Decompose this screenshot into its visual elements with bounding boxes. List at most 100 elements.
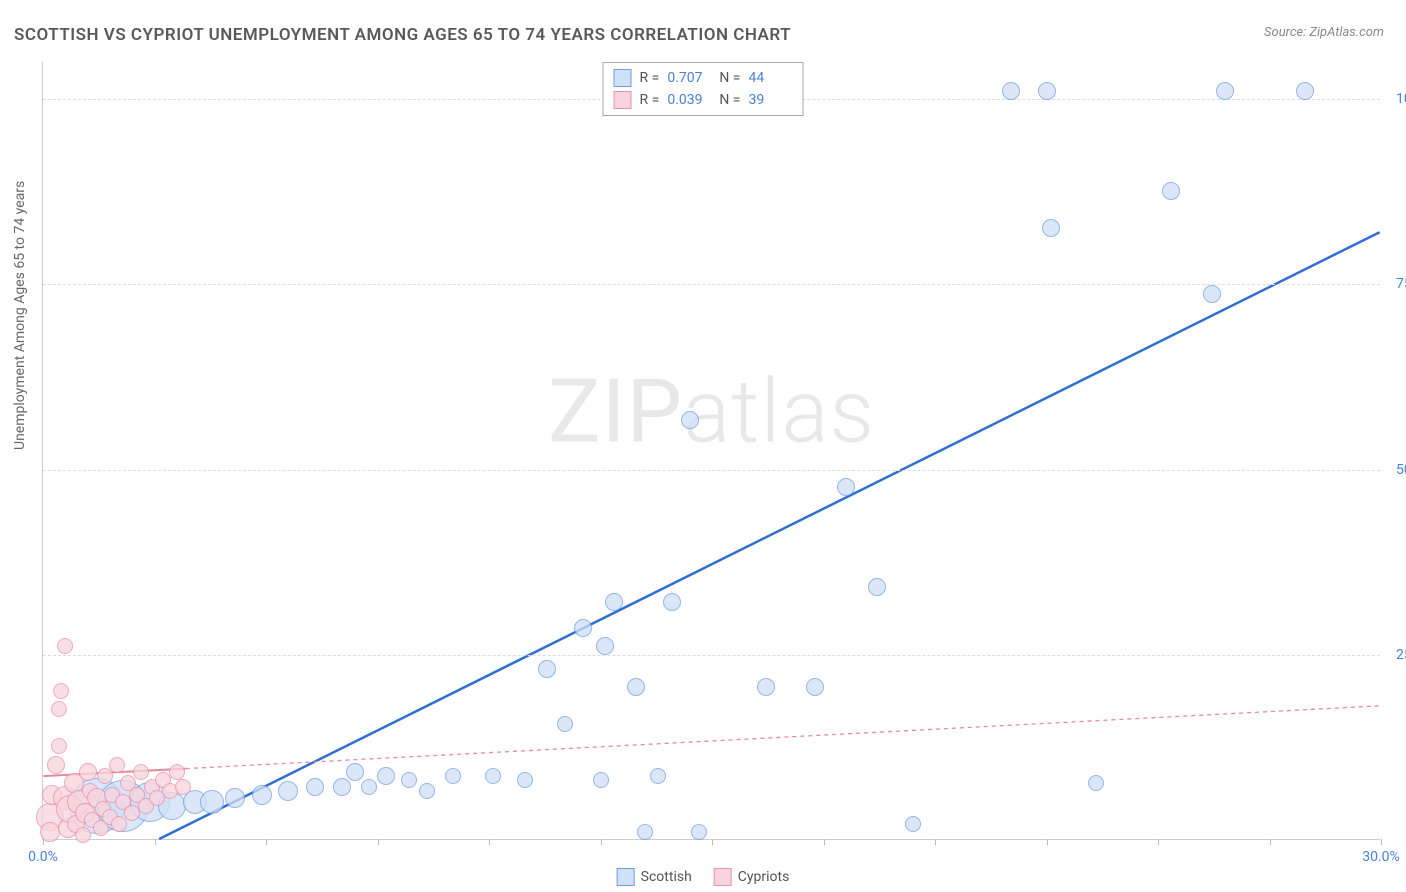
data-point bbox=[1038, 82, 1056, 100]
data-point bbox=[169, 764, 185, 780]
stat-label-r: R = bbox=[640, 70, 660, 86]
legend-swatch bbox=[617, 868, 635, 886]
data-point bbox=[596, 637, 614, 655]
data-point bbox=[806, 678, 824, 696]
x-tick bbox=[1047, 839, 1048, 845]
data-point bbox=[1216, 82, 1234, 100]
data-point bbox=[278, 781, 298, 801]
data-point bbox=[225, 788, 245, 808]
x-tick bbox=[1158, 839, 1159, 845]
data-point bbox=[517, 772, 533, 788]
gridline bbox=[43, 655, 1380, 656]
data-point bbox=[1162, 182, 1180, 200]
data-point bbox=[574, 619, 592, 637]
series-swatch bbox=[614, 69, 632, 87]
stat-value-r: 0.039 bbox=[667, 92, 711, 108]
data-point bbox=[75, 827, 91, 843]
data-point bbox=[627, 678, 645, 696]
data-point bbox=[51, 738, 67, 754]
x-tick-label: 30.0% bbox=[1362, 849, 1400, 865]
x-tick bbox=[935, 839, 936, 845]
chart-container: SCOTTISH VS CYPRIOT UNEMPLOYMENT AMONG A… bbox=[0, 0, 1406, 892]
data-point bbox=[175, 779, 191, 795]
stats-row: R = 0.039 N = 39 bbox=[614, 89, 793, 111]
data-point bbox=[200, 790, 224, 814]
y-tick-label: 75.0% bbox=[1386, 276, 1406, 292]
legend-label: Scottish bbox=[641, 869, 692, 885]
stats-box: R = 0.707 N = 44 R = 0.039 N = 39 bbox=[603, 62, 804, 116]
legend-item: Scottish bbox=[617, 868, 692, 886]
data-point bbox=[557, 716, 573, 732]
x-tick bbox=[1270, 839, 1271, 845]
y-tick-label: 50.0% bbox=[1386, 462, 1406, 478]
x-tick bbox=[601, 839, 602, 845]
y-axis-label: Unemployment Among Ages 65 to 74 years bbox=[12, 181, 28, 450]
data-point bbox=[593, 772, 609, 788]
x-tick bbox=[824, 839, 825, 845]
data-point bbox=[79, 763, 97, 781]
x-tick bbox=[1381, 839, 1382, 845]
data-point bbox=[109, 757, 125, 773]
data-point bbox=[377, 767, 395, 785]
data-point bbox=[51, 701, 67, 717]
data-point bbox=[1042, 219, 1060, 237]
stat-value-n: 39 bbox=[748, 92, 792, 108]
data-point bbox=[53, 683, 69, 699]
data-point bbox=[47, 756, 65, 774]
data-point bbox=[663, 593, 681, 611]
legend: Scottish Cypriots bbox=[617, 868, 790, 886]
data-point bbox=[1002, 82, 1020, 100]
stats-row: R = 0.707 N = 44 bbox=[614, 67, 793, 89]
legend-item: Cypriots bbox=[714, 868, 790, 886]
y-tick-label: 25.0% bbox=[1386, 647, 1406, 663]
data-point bbox=[691, 824, 707, 840]
data-point bbox=[650, 768, 666, 784]
data-point bbox=[757, 678, 775, 696]
gridline bbox=[43, 470, 1380, 471]
source-attribution: Source: ZipAtlas.com bbox=[1264, 25, 1384, 40]
data-point bbox=[1296, 82, 1314, 100]
x-tick bbox=[712, 839, 713, 845]
data-point bbox=[361, 779, 377, 795]
data-point bbox=[133, 764, 149, 780]
data-point bbox=[57, 638, 73, 654]
data-point bbox=[1203, 285, 1221, 303]
watermark-bold: ZIP bbox=[548, 360, 683, 463]
x-tick bbox=[155, 839, 156, 845]
series-swatch bbox=[614, 91, 632, 109]
legend-swatch bbox=[714, 868, 732, 886]
data-point bbox=[111, 816, 127, 832]
watermark: ZIPatlas bbox=[548, 360, 875, 463]
gridline bbox=[43, 284, 1380, 285]
data-point bbox=[40, 822, 60, 842]
y-tick-label: 100.0% bbox=[1386, 91, 1406, 107]
legend-label: Cypriots bbox=[738, 869, 790, 885]
x-tick bbox=[489, 839, 490, 845]
data-point bbox=[637, 824, 653, 840]
data-point bbox=[905, 816, 921, 832]
trend-lines bbox=[43, 62, 1380, 839]
stat-value-n: 44 bbox=[748, 70, 792, 86]
x-tick bbox=[378, 839, 379, 845]
data-point bbox=[605, 593, 623, 611]
data-point bbox=[333, 778, 351, 796]
stat-label-r: R = bbox=[640, 92, 660, 108]
plot-area: ZIPatlas 25.0%50.0%75.0%100.0%0.0%30.0% bbox=[42, 62, 1380, 840]
data-point bbox=[401, 772, 417, 788]
data-point bbox=[346, 763, 364, 781]
data-point bbox=[868, 578, 886, 596]
x-tick-label: 0.0% bbox=[28, 849, 58, 865]
chart-title: SCOTTISH VS CYPRIOT UNEMPLOYMENT AMONG A… bbox=[14, 25, 791, 45]
data-point bbox=[445, 768, 461, 784]
data-point bbox=[837, 478, 855, 496]
data-point bbox=[1088, 775, 1104, 791]
data-point bbox=[681, 411, 699, 429]
data-point bbox=[306, 778, 324, 796]
x-tick bbox=[266, 839, 267, 845]
stat-label-n: N = bbox=[719, 92, 740, 108]
stat-value-r: 0.707 bbox=[667, 70, 711, 86]
data-point bbox=[485, 768, 501, 784]
stat-label-n: N = bbox=[719, 70, 740, 86]
data-point bbox=[419, 783, 435, 799]
data-point bbox=[252, 785, 272, 805]
